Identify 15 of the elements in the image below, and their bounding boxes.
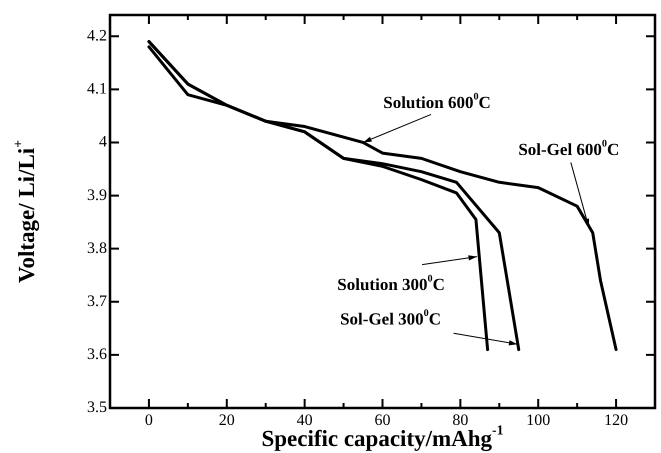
y-tick-label: 4	[99, 134, 107, 151]
y-tick-label: 3.8	[87, 240, 107, 257]
y-tick-label: 3.9	[87, 186, 107, 204]
x-tick-label: 60	[374, 412, 390, 429]
x-tick-label: 20	[218, 412, 235, 429]
y-tick-label: 3.7	[87, 292, 107, 310]
y-tick-label: 4.1	[87, 80, 107, 98]
x-tick-label: 100	[526, 412, 550, 429]
y-axis-title: Voltage/ Li/Li+	[10, 140, 40, 284]
x-tick-label: 80	[452, 412, 468, 429]
y-tick-label: 3.5	[87, 399, 107, 416]
x-tick-label: 0	[144, 412, 153, 429]
x-tick-label: 120	[604, 412, 628, 429]
y-tick-label: 4.2	[87, 27, 107, 44]
y-tick-label: 3.6	[87, 346, 107, 364]
